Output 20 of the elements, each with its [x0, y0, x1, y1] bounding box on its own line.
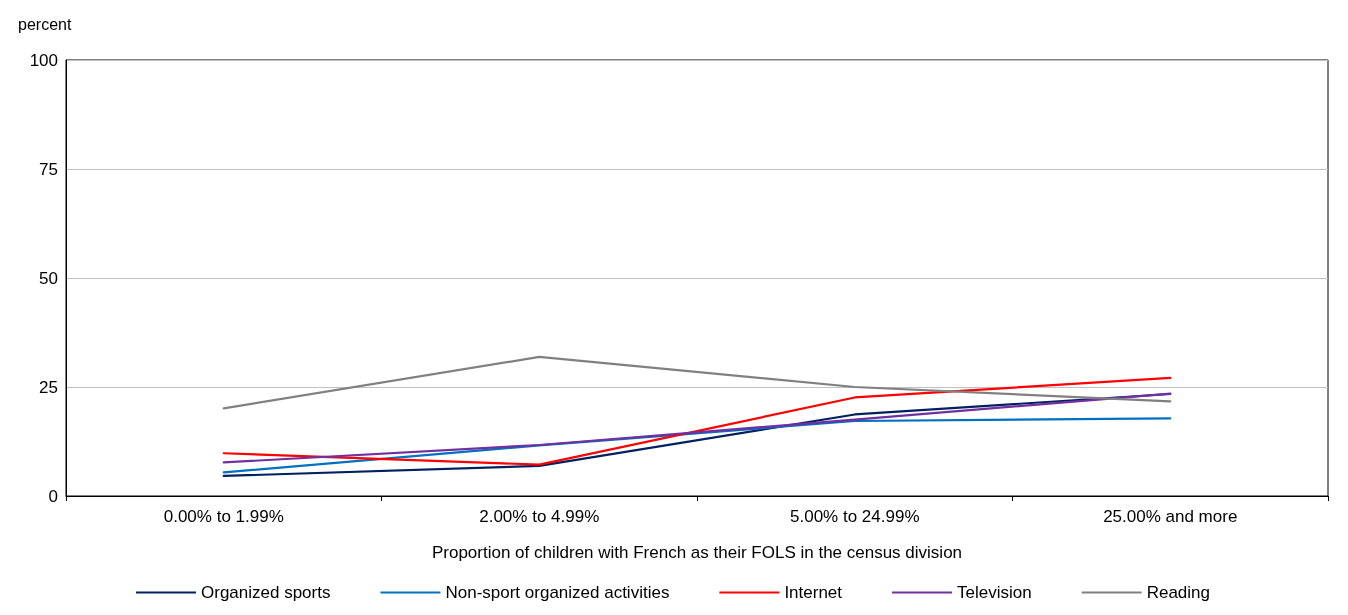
legend-label: Organized sports — [200, 583, 331, 602]
y-tick-label: 25 — [39, 377, 58, 397]
line-series — [222, 392, 1172, 464]
x-tick-label: 5.00% to 24.99% — [790, 507, 920, 526]
legend-label: Television — [957, 583, 1032, 602]
y-tick-label: 75 — [39, 159, 58, 179]
y-tick-label: 100 — [29, 50, 58, 70]
y-axis-title: percent — [18, 15, 72, 33]
x-tick-label: 2.00% to 4.99% — [479, 507, 600, 526]
x-tick-label: 25.00% and more — [1103, 507, 1238, 526]
line-series — [222, 355, 1172, 410]
legend-label: Reading — [1146, 583, 1211, 602]
y-tick-label: 0 — [48, 486, 58, 506]
line-series — [222, 417, 1172, 474]
y-tick-label: 50 — [39, 268, 58, 288]
x-axis-title: Proportion of children with French as their FOLS in the census division — [431, 543, 963, 562]
line-series — [222, 376, 1172, 466]
legend-label: Internet — [784, 583, 843, 602]
x-tick-label: 0.00% to 1.99% — [163, 507, 284, 526]
legend-label: Non-sport organized activities — [445, 583, 670, 602]
